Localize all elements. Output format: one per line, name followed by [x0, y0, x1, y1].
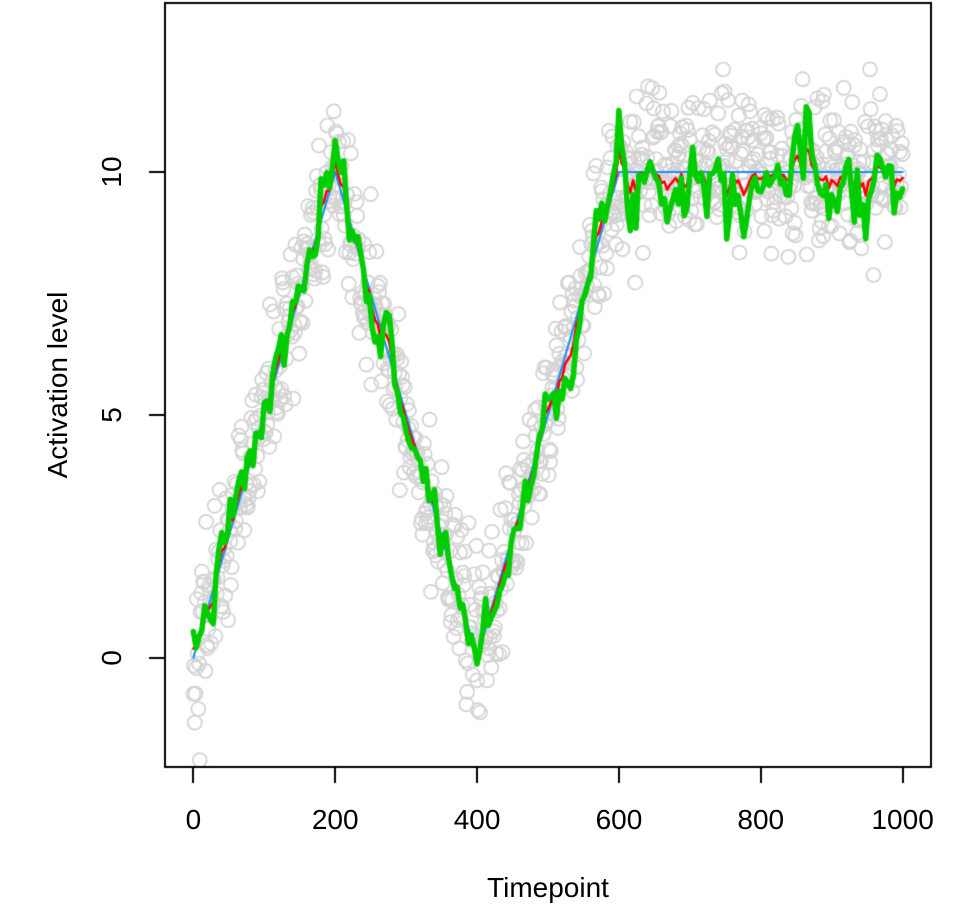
- x-tick-label: 1000: [871, 804, 934, 835]
- x-axis-title: Timepoint: [487, 872, 609, 903]
- x-tick-label: 600: [595, 804, 643, 835]
- y-tick-label: 5: [96, 407, 127, 423]
- y-axis-title: Activation level: [42, 291, 73, 479]
- y-tick-label: 10: [96, 156, 127, 188]
- x-tick-label: 0: [185, 804, 202, 835]
- x-tick-label: 200: [311, 804, 359, 835]
- y-tick-label: 0: [96, 649, 127, 666]
- x-tick-label: 800: [737, 804, 785, 835]
- x-tick-label: 400: [453, 804, 501, 835]
